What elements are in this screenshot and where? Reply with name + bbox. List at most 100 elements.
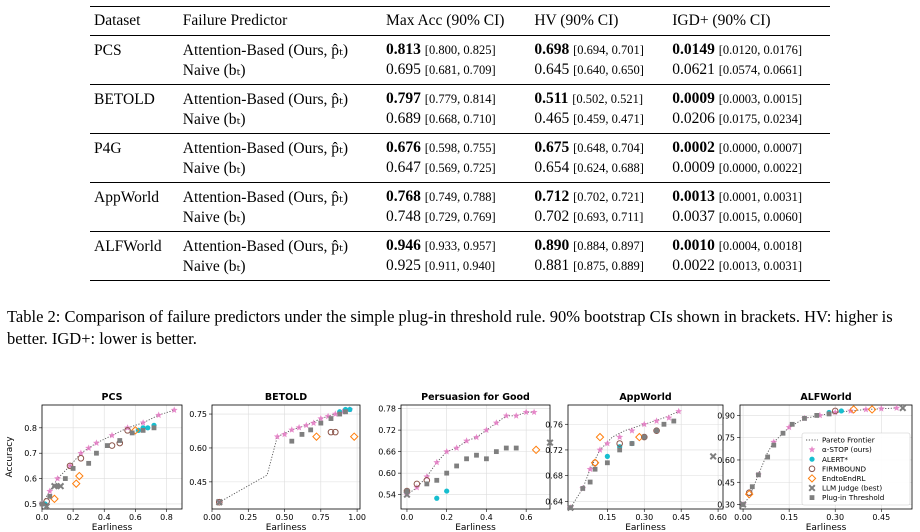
- max-acc-value: 0.647: [386, 159, 421, 176]
- point--stop-ours-8: [324, 412, 332, 420]
- point--stop-ours-1: [273, 433, 281, 440]
- table-row: P4G Attention-Based (Ours, p̂ₜ) 0.676 [0.5…: [90, 134, 830, 159]
- table-row: Naive (bₜ) 0.748 [0.729, 0.769] 0.702 [0.6…: [90, 207, 830, 232]
- point--stop-ours-2: [586, 465, 594, 473]
- point--stop-ours-10: [675, 407, 683, 415]
- point-plug-in-threshold-3: [765, 454, 771, 460]
- x-tick-label: 0.8: [160, 513, 173, 522]
- dataset-cell: ALFWorld: [94, 237, 162, 255]
- legend-item: FIRMBOUND: [808, 464, 867, 473]
- dataset-cell: [90, 256, 179, 281]
- igd-ci: [0.0120, 0.0176]: [718, 43, 803, 57]
- x-axis-label: Earliness: [455, 523, 496, 532]
- series-plug-in-threshold: [740, 411, 832, 507]
- chart-5: 0.00 0.15 0.30 0.45 0.30 0.45 0.60 0.75 0.90 ALFW…: [717, 392, 913, 532]
- max-acc-ci: [0.800, 0.825]: [424, 43, 496, 57]
- point-plug-in-threshold-8: [814, 413, 820, 418]
- x-axis-label: Earliness: [92, 523, 133, 532]
- hv-value: 0.881: [534, 257, 570, 274]
- point-alert-1: [444, 488, 450, 494]
- point-llm-judge-best-legend: [808, 484, 816, 492]
- igd-ci: [0.0000, 0.0007]: [718, 141, 803, 155]
- point-plug-in-threshold-2: [308, 427, 314, 433]
- hv-cell: 0.654 [0.624, 0.688]: [530, 158, 668, 183]
- predictor-cell: Attention-Based (Ours, p̂ₜ): [182, 188, 348, 206]
- chart-1: 0.0 0.2 0.4 0.6 0.8 0.5 0.6 0.7 0.8 PCS Earliness A…: [5, 392, 183, 532]
- point-plug-in-threshold-7: [641, 434, 647, 440]
- legend-item: α-STOP (ours): [808, 445, 872, 454]
- chart-4: 0.15 0.30 0.45 0.60 0.64 0.68 0.72 0.76 AppWorld…: [545, 392, 727, 532]
- hv-cell: 0.881 [0.875, 0.889]: [530, 256, 668, 281]
- point-alert-0: [434, 495, 440, 501]
- chart-title: Persuasion for Good: [421, 392, 530, 403]
- series-llm-judge-best: [403, 439, 554, 499]
- max-acc-ci: [0.729, 0.769]: [424, 210, 496, 224]
- x-tick-label: 1.00: [348, 513, 366, 522]
- legend-label: α-STOP (ours): [822, 445, 872, 454]
- point-plug-in-threshold-9: [826, 411, 832, 417]
- predictor-cell: Naive (bₜ): [182, 208, 246, 226]
- header-hv: HV (90% CI): [534, 12, 619, 29]
- igd-value: 0.0010: [672, 237, 715, 254]
- point-llm-judge-best-1: [709, 452, 717, 460]
- series-alert: [434, 488, 450, 501]
- predictor-cell: Naive (bₜ): [182, 159, 246, 177]
- point-endtoendrl-2: [867, 405, 877, 414]
- series--stop-ours: [403, 408, 538, 498]
- point--stop-ours-6: [93, 439, 100, 446]
- table-row: Naive (bₜ) 0.695 [0.681, 0.709] 0.645 [0.6…: [90, 60, 830, 85]
- table-row: Naive (bₜ) 0.925 [0.911, 0.940] 0.881 [0.8…: [90, 256, 830, 281]
- hv-ci: [0.502, 0.521]: [572, 92, 644, 106]
- dataset-cell: BETOLD: [94, 90, 155, 108]
- x-tick-label: 0.45: [872, 513, 890, 522]
- point-firmbound-3: [108, 442, 116, 449]
- series-alert: [42, 422, 157, 507]
- series--stop-ours: [38, 406, 178, 507]
- igd-cell: 0.0206 [0.0175, 0.0234]: [668, 109, 830, 134]
- point--stop-ours-8: [483, 426, 490, 433]
- igd-value: 0.0621: [672, 61, 715, 78]
- igd-cell: 0.0621 [0.0574, 0.0661]: [668, 60, 830, 85]
- y-tick-label: 0.75: [189, 410, 207, 419]
- point-plug-in-threshold-3: [592, 466, 598, 472]
- y-tick-label: 0.90: [717, 411, 735, 420]
- y-tick-label: 0.66: [378, 448, 396, 457]
- x-tick-label: 0.4: [98, 513, 111, 522]
- legend-label: LLM Judge (best): [822, 484, 882, 493]
- hv-cell: 0.675 [0.648, 0.704]: [530, 134, 668, 159]
- series-plug-in-threshold: [39, 425, 157, 507]
- point-firmbound-3: [653, 427, 660, 434]
- predictor-cell: Attention-Based (Ours, p̂ₜ): [182, 237, 348, 255]
- point--stop-ours-3: [433, 458, 441, 466]
- igd-cell: 0.0010 [0.0004, 0.0018]: [668, 232, 830, 257]
- point-firmbound-0: [43, 498, 50, 505]
- hv-cell: 0.890 [0.884, 0.897]: [530, 232, 668, 257]
- table-group: AppWorld Attention-Based (Ours, p̂ₜ) 0.768…: [90, 182, 830, 232]
- legend-label: Plug-in Threshold: [822, 493, 884, 502]
- point--stop-ours-5: [453, 444, 461, 451]
- igd-cell: 0.0022 [0.0013, 0.0031]: [668, 256, 830, 281]
- max-acc-cell: 0.946 [0.933, 0.957]: [382, 232, 530, 257]
- point--stop-ours-7: [108, 431, 116, 439]
- hv-ci: [0.694, 0.701]: [573, 43, 644, 57]
- chart-3: 0.0 0.2 0.4 0.6 0.54 0.60 0.66 0.72 0.78 Persuasi…: [378, 392, 554, 532]
- igd-ci: [0.0015, 0.0060]: [718, 210, 803, 224]
- point-plug-in-threshold-10: [140, 427, 146, 433]
- chart-2: 0.00 0.25 0.50 0.75 1.00 0.45 0.60 0.75 BETOLD Ea…: [189, 392, 366, 532]
- point-plug-in-threshold-9: [503, 445, 509, 451]
- point--stop-ours-7: [640, 420, 648, 428]
- point-firmbound-1: [616, 440, 623, 447]
- legend-label: FIRMBOUND: [822, 464, 867, 473]
- point-plug-in-threshold-9: [129, 430, 135, 436]
- hv-ci: [0.648, 0.704]: [573, 141, 644, 155]
- point-endtoendrl-1: [349, 432, 359, 441]
- igd-ci: [0.0574, 0.0661]: [718, 63, 803, 77]
- point-plug-in-threshold-4: [604, 460, 610, 466]
- series-llm-judge-best: [215, 498, 223, 506]
- max-acc-value: 0.925: [386, 257, 421, 274]
- point-plug-in-threshold-2: [434, 477, 440, 483]
- hv-value: 0.511: [534, 90, 569, 107]
- charts-figure: 0.0 0.2 0.4 0.6 0.8 0.5 0.6 0.7 0.8 PCS Earliness A…: [5, 392, 913, 532]
- max-acc-value: 0.946: [386, 237, 421, 254]
